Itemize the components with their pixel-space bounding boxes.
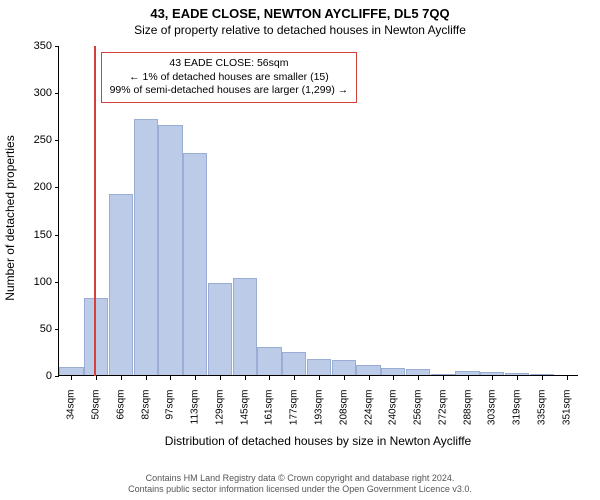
x-tick-label: 351sqm bbox=[561, 390, 572, 440]
histogram-bar bbox=[505, 373, 529, 375]
y-tick-label: 150 bbox=[12, 229, 52, 241]
x-tick-label: 303sqm bbox=[487, 390, 498, 440]
y-tick-label: 300 bbox=[12, 87, 52, 99]
histogram-bar bbox=[530, 374, 554, 375]
histogram-bar bbox=[282, 352, 306, 375]
y-tick-label: 100 bbox=[12, 276, 52, 288]
y-tick-mark bbox=[55, 376, 59, 377]
chart-container: Number of detached properties 0501001502… bbox=[58, 46, 578, 416]
x-tick-mark bbox=[146, 376, 147, 380]
x-tick-label: 113sqm bbox=[190, 390, 201, 440]
page-title: 43, EADE CLOSE, NEWTON AYCLIFFE, DL5 7QQ bbox=[0, 0, 600, 21]
x-tick-label: 256sqm bbox=[413, 390, 424, 440]
footer: Contains HM Land Registry data © Crown c… bbox=[0, 473, 600, 496]
x-tick-label: 224sqm bbox=[363, 390, 374, 440]
x-tick-mark bbox=[294, 376, 295, 380]
y-tick-label: 250 bbox=[12, 134, 52, 146]
x-tick-mark bbox=[542, 376, 543, 380]
x-tick-label: 335sqm bbox=[536, 390, 547, 440]
histogram-bar bbox=[208, 283, 232, 375]
x-tick-mark bbox=[344, 376, 345, 380]
annotation-line-2: ← 1% of detached houses are smaller (15) bbox=[110, 71, 349, 85]
x-tick-mark bbox=[269, 376, 270, 380]
x-tick-mark bbox=[443, 376, 444, 380]
x-tick-mark bbox=[245, 376, 246, 380]
x-tick-mark bbox=[220, 376, 221, 380]
x-tick-label: 34sqm bbox=[66, 390, 77, 440]
x-tick-mark bbox=[517, 376, 518, 380]
x-tick-label: 177sqm bbox=[289, 390, 300, 440]
y-tick-label: 0 bbox=[12, 370, 52, 382]
x-tick-label: 50sqm bbox=[91, 390, 102, 440]
histogram-bar bbox=[134, 119, 158, 375]
x-tick-label: 66sqm bbox=[115, 390, 126, 440]
histogram-bar bbox=[381, 368, 405, 375]
y-tick-label: 50 bbox=[12, 323, 52, 335]
x-tick-mark bbox=[195, 376, 196, 380]
y-tick-label: 200 bbox=[12, 181, 52, 193]
histogram-bar bbox=[455, 371, 479, 375]
x-tick-mark bbox=[96, 376, 97, 380]
x-tick-mark bbox=[319, 376, 320, 380]
y-tick-mark bbox=[55, 93, 59, 94]
histogram-bar bbox=[406, 369, 430, 375]
x-tick-label: 272sqm bbox=[437, 390, 448, 440]
x-tick-mark bbox=[418, 376, 419, 380]
histogram-bar bbox=[59, 367, 83, 375]
footer-line-2: Contains public sector information licen… bbox=[0, 484, 600, 496]
x-tick-label: 193sqm bbox=[314, 390, 325, 440]
annotation-box: 43 EADE CLOSE: 56sqm← 1% of detached hou… bbox=[101, 52, 358, 103]
y-tick-label: 350 bbox=[12, 40, 52, 52]
x-tick-label: 97sqm bbox=[165, 390, 176, 440]
y-tick-mark bbox=[55, 140, 59, 141]
x-tick-mark bbox=[71, 376, 72, 380]
x-tick-mark bbox=[393, 376, 394, 380]
x-tick-label: 145sqm bbox=[239, 390, 250, 440]
x-tick-label: 240sqm bbox=[388, 390, 399, 440]
y-tick-mark bbox=[55, 329, 59, 330]
x-tick-label: 288sqm bbox=[462, 390, 473, 440]
x-tick-label: 208sqm bbox=[338, 390, 349, 440]
x-tick-mark bbox=[121, 376, 122, 380]
plot-area: 05010015020025030035034sqm50sqm66sqm82sq… bbox=[58, 46, 578, 376]
histogram-bar bbox=[431, 374, 455, 375]
x-tick-mark bbox=[170, 376, 171, 380]
y-tick-mark bbox=[55, 235, 59, 236]
x-tick-mark bbox=[567, 376, 568, 380]
y-tick-mark bbox=[55, 46, 59, 47]
x-axis-label: Distribution of detached houses by size … bbox=[58, 434, 578, 448]
histogram-bar bbox=[183, 153, 207, 376]
y-tick-mark bbox=[55, 282, 59, 283]
histogram-bar bbox=[332, 360, 356, 375]
histogram-bar bbox=[109, 194, 133, 375]
page-subtitle: Size of property relative to detached ho… bbox=[0, 21, 600, 37]
histogram-bar bbox=[307, 359, 331, 375]
x-tick-mark bbox=[492, 376, 493, 380]
histogram-bar bbox=[158, 125, 182, 375]
histogram-bar bbox=[480, 372, 504, 375]
x-tick-label: 161sqm bbox=[264, 390, 275, 440]
histogram-bar bbox=[257, 347, 281, 375]
histogram-bar bbox=[233, 278, 257, 375]
annotation-line-1: 43 EADE CLOSE: 56sqm bbox=[110, 57, 349, 71]
annotation-line-3: 99% of semi-detached houses are larger (… bbox=[110, 84, 349, 98]
reference-line bbox=[94, 46, 96, 376]
x-tick-label: 319sqm bbox=[512, 390, 523, 440]
x-tick-mark bbox=[369, 376, 370, 380]
footer-line-1: Contains HM Land Registry data © Crown c… bbox=[0, 473, 600, 485]
y-tick-mark bbox=[55, 187, 59, 188]
histogram-bar bbox=[356, 365, 380, 375]
x-tick-mark bbox=[468, 376, 469, 380]
x-tick-label: 82sqm bbox=[140, 390, 151, 440]
x-tick-label: 129sqm bbox=[214, 390, 225, 440]
